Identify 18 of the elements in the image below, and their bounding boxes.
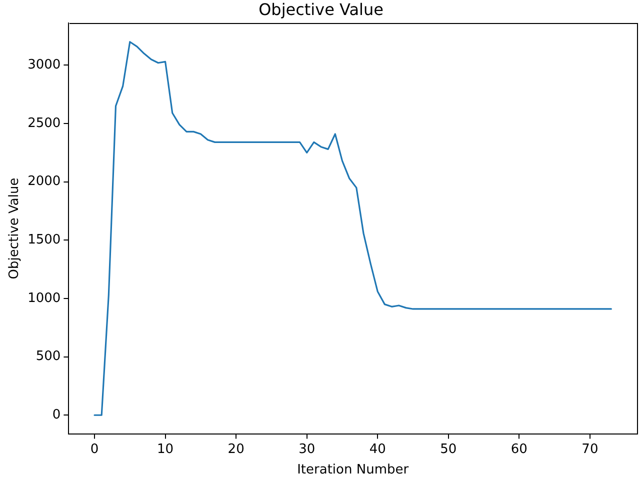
y-tick-label: 500 <box>36 349 61 364</box>
y-tick-label: 1000 <box>28 290 61 306</box>
x-tick-label: 70 <box>582 442 598 457</box>
x-tick-label: 40 <box>369 442 386 457</box>
y-tick-label: 3000 <box>28 58 61 73</box>
y-tick-label: 0 <box>52 408 61 423</box>
y-tick-label: 2000 <box>28 174 61 190</box>
x-tick-label: 60 <box>510 442 528 457</box>
x-axis-title: Iteration Number <box>297 462 410 478</box>
x-tick-label: 0 <box>90 442 99 457</box>
x-tick-label: 30 <box>298 442 316 457</box>
x-tick-label: 20 <box>228 442 244 457</box>
y-axis-title: Objective Value <box>7 178 22 280</box>
y-tick-label: 1500 <box>28 232 61 248</box>
x-tick-label: 50 <box>440 442 457 457</box>
x-tick-label: 10 <box>157 442 174 457</box>
y-tick-label: 2500 <box>28 116 61 131</box>
chart-title: Objective Value <box>258 0 384 19</box>
